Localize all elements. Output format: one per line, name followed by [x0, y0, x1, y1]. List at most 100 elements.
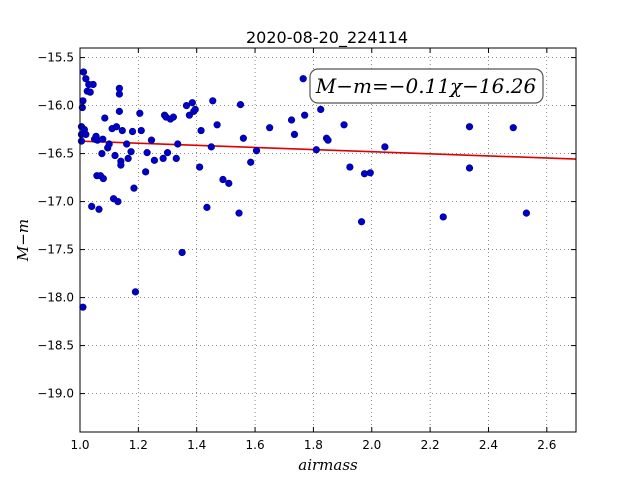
data-point	[169, 113, 177, 121]
data-point	[203, 203, 211, 211]
data-point	[131, 288, 140, 296]
data-point	[266, 124, 274, 132]
data-point	[101, 114, 109, 122]
data-point	[207, 143, 215, 151]
data-point	[299, 75, 307, 83]
x-tick-label: 2.0	[362, 438, 381, 452]
data-point	[188, 99, 196, 107]
data-point	[209, 97, 217, 105]
data-point	[509, 124, 517, 132]
data-point	[112, 123, 121, 131]
data-point	[317, 105, 325, 114]
annotation-box: M−m=−0.11χ−16.26	[309, 68, 544, 104]
data-point	[137, 126, 145, 135]
data-point	[88, 202, 96, 210]
y-tick-label: −16.0	[37, 99, 74, 113]
data-point	[123, 140, 131, 148]
data-point	[191, 105, 199, 114]
x-axis-label: airmass	[298, 456, 358, 474]
data-point	[142, 168, 150, 176]
data-point	[136, 109, 144, 117]
data-point	[147, 136, 156, 144]
data-point	[301, 111, 309, 119]
data-point	[159, 154, 167, 162]
y-tick-label: −16.5	[37, 147, 74, 161]
x-tick-label: 2.2	[421, 438, 440, 452]
fit-equation: M−m=−0.11χ−16.26	[315, 74, 537, 98]
data-point	[196, 163, 204, 171]
y-tick-label: −18.0	[37, 291, 74, 305]
data-point	[239, 134, 247, 142]
data-point	[522, 209, 531, 217]
data-point	[82, 130, 90, 138]
data-point	[79, 68, 88, 76]
data-point	[290, 130, 299, 138]
data-point	[115, 107, 123, 115]
data-point	[77, 137, 86, 145]
data-point	[366, 169, 374, 177]
data-point	[252, 147, 261, 155]
data-point	[115, 90, 123, 98]
fit-line	[79, 140, 577, 160]
x-tick-label: 1.8	[304, 438, 323, 452]
y-tick-label: −15.5	[37, 51, 74, 65]
data-point	[439, 213, 447, 221]
data-point	[287, 116, 296, 124]
data-point	[182, 101, 191, 110]
data-point	[111, 151, 119, 160]
data-point	[99, 135, 107, 143]
x-tick-label: 2.4	[479, 438, 498, 452]
x-tick-label: 1.4	[187, 438, 206, 452]
data-point	[79, 303, 87, 311]
data-point	[346, 163, 354, 171]
data-point	[235, 209, 243, 217]
y-tick-label: −19.0	[37, 387, 74, 401]
data-points	[77, 68, 531, 311]
data-point	[219, 175, 227, 184]
data-point	[117, 161, 125, 169]
x-tick-label: 1.6	[246, 438, 265, 452]
data-point	[236, 101, 245, 109]
data-point	[95, 205, 103, 213]
data-point	[89, 80, 97, 89]
fit-line-group	[79, 140, 577, 160]
data-point	[130, 184, 138, 192]
x-tick-label: 1.0	[70, 438, 89, 452]
data-point	[312, 146, 320, 154]
x-axis-ticks: 1.0 1.2 1.4 1.6 1.8 2.0 2.2 2.4 2.6	[70, 48, 556, 452]
data-point	[357, 218, 366, 226]
data-point	[197, 126, 205, 135]
data-point	[99, 174, 107, 183]
annotation-frame	[309, 68, 544, 104]
data-point	[124, 154, 132, 162]
data-point	[174, 140, 182, 148]
data-point	[465, 164, 474, 172]
data-point	[163, 149, 172, 157]
y-axis-ticks: −15.5 −16.0 −16.5 −17.0 −17.5 −18.0 −18.5 −19.0	[37, 51, 576, 401]
y-tick-label: −18.5	[37, 339, 74, 353]
plot-frame	[79, 47, 577, 433]
data-point	[324, 136, 332, 144]
data-point	[128, 127, 137, 136]
data-point	[150, 156, 158, 164]
y-tick-label: −17.5	[37, 243, 74, 257]
grid-lines	[79, 48, 576, 432]
x-tick-label: 2.6	[537, 438, 556, 452]
data-point	[465, 123, 474, 131]
data-point	[247, 158, 255, 166]
data-point	[127, 148, 135, 156]
y-tick-label: −17.0	[37, 195, 74, 209]
chart-title: 2020-08-20_224114	[246, 28, 408, 48]
data-point	[114, 198, 122, 206]
data-point	[213, 121, 221, 129]
data-point	[360, 170, 369, 178]
data-point	[178, 248, 186, 257]
data-point	[143, 149, 151, 157]
data-point	[340, 121, 348, 129]
data-point	[86, 88, 94, 96]
data-point	[118, 126, 126, 135]
data-point	[225, 179, 233, 187]
data-point	[79, 97, 87, 105]
data-point	[98, 150, 106, 158]
